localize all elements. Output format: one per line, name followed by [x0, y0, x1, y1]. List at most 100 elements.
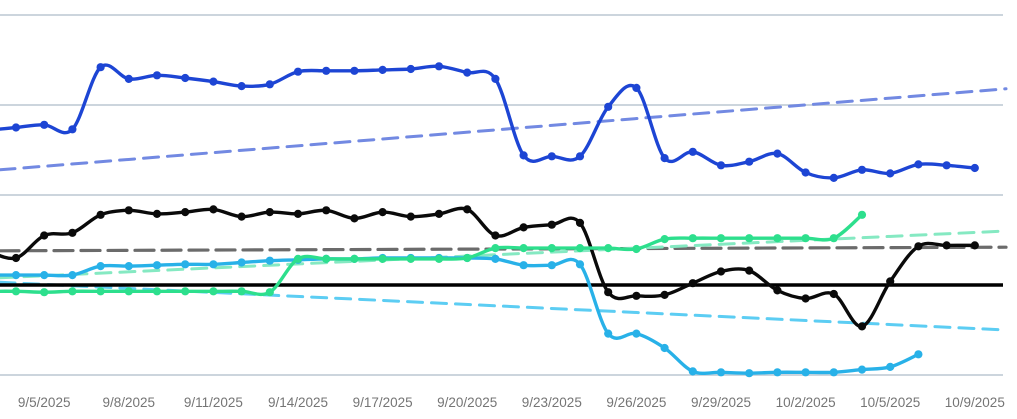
blue-series-marker [11, 123, 21, 132]
green-series-line [0, 213, 864, 297]
cyan-series-marker [801, 368, 810, 377]
black-series-marker [434, 209, 444, 218]
green-series-marker [406, 254, 415, 263]
cyan-series-marker [124, 262, 133, 271]
cyan-series-marker [11, 271, 21, 280]
cyan-series-marker [547, 261, 556, 270]
black-series-marker [378, 208, 387, 217]
blue-series-marker [293, 67, 303, 76]
blue-series-marker [829, 173, 838, 182]
black-series-marker [124, 206, 133, 215]
green-series-marker [68, 287, 77, 296]
black-series-marker [350, 214, 359, 223]
blue-series-line [0, 63, 977, 180]
green-series-marker [237, 287, 246, 296]
cyan-series-marker [237, 258, 246, 267]
green-series-marker [632, 244, 641, 254]
green-series-marker [265, 288, 274, 297]
black-series-marker [406, 212, 415, 221]
blue-series-marker [68, 125, 77, 134]
x-axis-tick-label: 9/29/2025 [691, 395, 751, 410]
green-series-marker [829, 234, 838, 243]
black-series-marker [942, 241, 951, 250]
green-series-marker [660, 235, 669, 244]
green-series-marker [716, 234, 726, 243]
blue-series-marker [547, 152, 556, 161]
green-series-marker [575, 244, 585, 253]
green-series-marker [350, 254, 359, 263]
green-series-marker [688, 234, 697, 243]
cyan-series-marker [519, 261, 528, 270]
black-series-marker [547, 220, 556, 229]
blue-series-marker [237, 82, 246, 91]
blue-series-marker [152, 71, 162, 80]
black-series-marker [773, 286, 782, 295]
black-series-marker [716, 267, 726, 276]
blue-series-marker [801, 168, 810, 177]
black-series-marker [68, 228, 77, 237]
black-series-marker [11, 253, 21, 263]
x-axis-tick-label: 9/20/2025 [437, 395, 497, 410]
black-series-marker [604, 288, 613, 297]
x-axis-tick-label: 10/9/2025 [945, 395, 1005, 410]
black-series-marker [181, 208, 190, 217]
blue-series-marker [96, 63, 105, 72]
cyan-series-line [0, 256, 921, 376]
blue-series-marker [942, 161, 951, 170]
blue-series-marker [491, 74, 500, 83]
blue-series-marker [378, 65, 387, 74]
blue-series-marker [463, 68, 472, 77]
green-series-marker [745, 234, 754, 243]
cyan-series-marker [886, 362, 895, 371]
cyan-series-marker [491, 254, 500, 263]
green-series-marker [181, 287, 190, 296]
black-series-marker [970, 241, 979, 250]
x-axis-tick-label: 9/23/2025 [522, 395, 582, 410]
black-series-marker [914, 242, 923, 251]
cyan-series-marker [265, 256, 274, 265]
black-series-marker [40, 231, 49, 240]
black-series-marker [237, 212, 246, 221]
cyan-series-marker [152, 261, 162, 270]
blue-series-marker [857, 165, 867, 174]
black-series-marker [152, 209, 162, 218]
green-series-marker [96, 287, 105, 296]
green-series-marker [604, 244, 613, 253]
black-series-marker [660, 290, 669, 299]
cyan-series-marker [829, 368, 838, 377]
black-series-marker [632, 291, 641, 300]
cyan-series-marker [660, 343, 669, 353]
x-axis-tick-label: 9/8/2025 [103, 395, 156, 410]
green-series-marker [773, 234, 782, 243]
x-axis-tick-label: 10/2/2025 [776, 395, 836, 410]
black-series-marker [463, 205, 472, 214]
green-series-marker [434, 254, 444, 263]
cyan-series-marker [745, 369, 754, 378]
x-axis-tick-label: 9/14/2025 [268, 395, 328, 410]
cyan-series-marker [40, 271, 49, 280]
cyan-series-marker [68, 271, 77, 280]
cyan-series-marker [716, 368, 726, 377]
green-series-marker [491, 244, 500, 253]
black-series-marker [322, 206, 331, 215]
cyan-series-marker [181, 260, 190, 269]
black-series-marker [801, 294, 810, 303]
green-series-marker [322, 254, 331, 263]
blue-series-marker [773, 149, 782, 158]
green-series-marker [124, 287, 133, 296]
green-series-marker [857, 210, 867, 219]
cyan-series-marker [914, 350, 923, 359]
blue-series-marker [519, 151, 528, 160]
cyan-series-marker [604, 329, 613, 338]
x-axis-tick-label: 10/5/2025 [860, 395, 920, 410]
x-axis-tick-label: 9/11/2025 [184, 395, 243, 410]
blue-series-marker [632, 83, 641, 92]
green-trendline-dashed [0, 229, 1008, 280]
black-series-marker [96, 210, 105, 219]
green-series-marker [547, 244, 556, 253]
black-series-marker [293, 209, 303, 218]
x-axis-tick-label: 9/17/2025 [353, 395, 413, 410]
black-series-marker [745, 266, 754, 275]
